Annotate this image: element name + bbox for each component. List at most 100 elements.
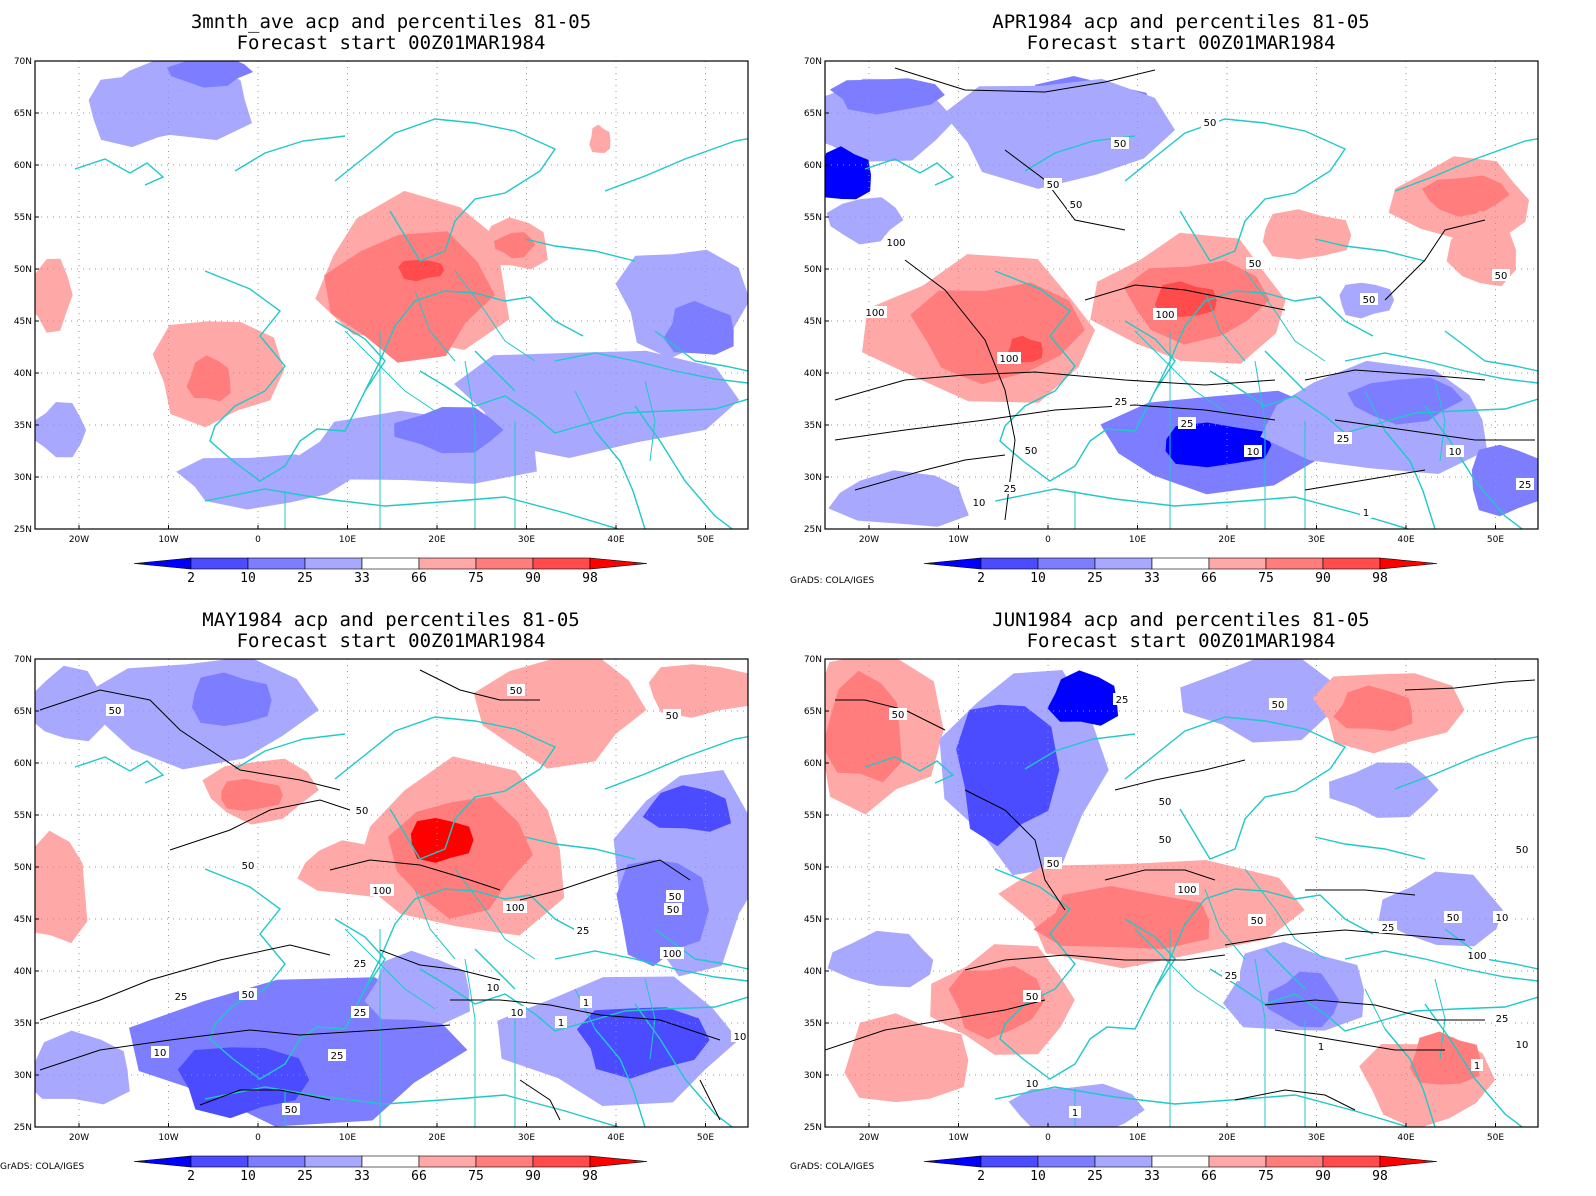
contour-label: 25 bbox=[1112, 395, 1130, 408]
coastline bbox=[204, 868, 584, 1080]
contour-label: 10 bbox=[731, 1030, 748, 1043]
contour-label: 25 bbox=[1493, 1012, 1511, 1025]
contour-label-bg bbox=[1493, 1012, 1511, 1024]
contour-label-text: 10 bbox=[973, 498, 986, 509]
contour-label-bg bbox=[754, 1068, 766, 1080]
lon-label: 10W bbox=[948, 1133, 968, 1143]
contour-label-bg bbox=[1269, 698, 1287, 710]
colorbar-segment bbox=[361, 1155, 420, 1168]
contour-label: 100 bbox=[370, 884, 394, 897]
map-area bbox=[35, 61, 748, 529]
contour-label-text: 50 bbox=[242, 861, 255, 872]
shading-patch bbox=[1047, 670, 1119, 726]
colorbar-arrow-right bbox=[589, 557, 648, 570]
contour-label-bg bbox=[1513, 843, 1531, 855]
colorbar-segment bbox=[475, 1155, 534, 1168]
colorbar-label: 10 bbox=[1030, 571, 1046, 586]
colorbar-label: 90 bbox=[525, 1169, 541, 1184]
contour-label-text: 25 bbox=[1519, 480, 1532, 491]
coastline bbox=[1384, 1028, 1436, 1127]
contour-label: 25 bbox=[1379, 921, 1397, 934]
contour-label-text: 50 bbox=[1114, 139, 1127, 150]
shading-patch bbox=[1422, 175, 1510, 217]
contour-label: 25 bbox=[574, 924, 592, 937]
colorbar-segment bbox=[532, 557, 591, 570]
map-frame bbox=[34, 60, 749, 530]
colorbar-segment bbox=[1094, 1155, 1153, 1168]
contour-label-text: 1 bbox=[757, 1070, 763, 1081]
contour-label-text: 25 bbox=[577, 926, 590, 937]
contour-label-text: 50 bbox=[1495, 271, 1508, 282]
country-border bbox=[1134, 330, 1226, 412]
colorbar-label: 10 bbox=[240, 1169, 256, 1184]
contour-label-text: 100 bbox=[1467, 951, 1486, 962]
grads-credit: GrADS: COLA/IGES bbox=[0, 1162, 85, 1172]
lon-label: 0 bbox=[255, 1133, 261, 1143]
contour-label-bg bbox=[1023, 1077, 1041, 1089]
panel-title: MAY1984 acp and percentiles 81-05 bbox=[202, 609, 580, 631]
contour-label: 1 bbox=[580, 996, 592, 1009]
contour-label-text: 25 bbox=[354, 959, 367, 970]
contour-label-bg bbox=[1044, 857, 1062, 869]
contour-label: 50 bbox=[239, 988, 257, 1001]
shading-patch bbox=[166, 61, 254, 88]
contour-label: 50 bbox=[1201, 116, 1219, 129]
lat-label: 65N bbox=[14, 707, 32, 717]
country-border bbox=[414, 888, 456, 960]
country-border bbox=[644, 380, 656, 462]
colorbar-segment bbox=[1094, 557, 1153, 570]
contour-label-bg bbox=[1444, 911, 1462, 923]
colorbar-segment bbox=[1265, 1155, 1324, 1168]
contour-label-bg bbox=[1493, 911, 1511, 923]
colorbar-label: 98 bbox=[1372, 571, 1388, 586]
contour-label-text: 100 bbox=[1155, 310, 1174, 321]
contour-line bbox=[825, 999, 1046, 1051]
contour-label-bg bbox=[1201, 116, 1219, 128]
contour-label-text: 25 bbox=[1225, 971, 1238, 982]
lat-label: 55N bbox=[14, 811, 32, 821]
contour-label: 50 bbox=[106, 704, 124, 717]
contour-label-bg bbox=[1492, 269, 1510, 281]
contour-label: 50 bbox=[239, 859, 257, 872]
contour-label-text: 100 bbox=[372, 886, 391, 897]
colorbar: 2 10 25 33 66 75 90 98 bbox=[923, 557, 1438, 586]
coastline bbox=[1314, 836, 1426, 860]
contour-label: 25 bbox=[1001, 482, 1019, 495]
colorbar-label: 33 bbox=[354, 1169, 370, 1184]
shading-patch bbox=[1329, 762, 1439, 818]
contour-label-bg bbox=[507, 684, 525, 696]
coastline bbox=[1444, 330, 1538, 372]
colorbar-segment bbox=[1322, 557, 1381, 570]
colorbar-label: 10 bbox=[1030, 1169, 1046, 1184]
lon-label: 10W bbox=[158, 1133, 178, 1143]
country-border bbox=[1244, 270, 1326, 362]
grads-credit: GrADS: COLA/IGES bbox=[790, 1162, 875, 1172]
colorbar-label: 75 bbox=[1258, 1169, 1274, 1184]
colorbar-arrow-left bbox=[923, 557, 982, 570]
map-frame bbox=[34, 658, 749, 1128]
contour-label: 50 bbox=[1044, 178, 1062, 191]
lon-label: 40E bbox=[1397, 1133, 1414, 1143]
coastline bbox=[1314, 238, 1426, 262]
contour-label-text: 1 bbox=[1474, 1061, 1480, 1072]
contour-label: 50 bbox=[663, 709, 681, 722]
contour-label-bg bbox=[1113, 693, 1131, 705]
contour-label: 25 bbox=[1178, 417, 1196, 430]
coastline bbox=[554, 352, 748, 384]
shading-patch bbox=[186, 355, 231, 402]
contour-label-bg bbox=[503, 901, 527, 913]
contour-label-text: 100 bbox=[662, 949, 681, 960]
panel-svg: MAY1984 acp and percentiles 81-05Forecas… bbox=[14, 609, 766, 1184]
contour-label: 10 bbox=[508, 1006, 526, 1019]
contour-label-text: 10 bbox=[511, 1008, 524, 1019]
contour-label-bg bbox=[1379, 921, 1397, 933]
colorbar-label: 10 bbox=[240, 571, 256, 586]
coastlines bbox=[864, 118, 1538, 529]
coastline bbox=[634, 1003, 734, 1127]
coastline bbox=[634, 405, 734, 529]
colorbar-label: 75 bbox=[1258, 571, 1274, 586]
colorbar-label: 33 bbox=[1144, 571, 1160, 586]
lon-label: 20W bbox=[859, 535, 879, 545]
colorbar-label: 25 bbox=[1087, 1169, 1103, 1184]
contour-label-bg bbox=[1513, 1038, 1531, 1050]
